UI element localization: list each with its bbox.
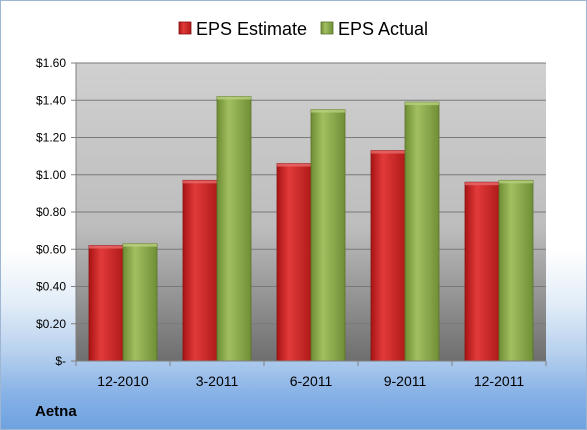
bar-eps-estimate-top bbox=[277, 163, 311, 167]
y-tick-label: $0.20 bbox=[36, 317, 66, 331]
bar-eps-estimate bbox=[182, 179, 218, 362]
bar-eps-estimate bbox=[464, 181, 500, 362]
bar-eps-actual-top bbox=[405, 102, 439, 106]
y-tick-label: $1.40 bbox=[36, 93, 66, 107]
bar-eps-actual-top bbox=[311, 109, 345, 113]
bar-eps-actual-top bbox=[123, 243, 157, 247]
bar-eps-estimate-top bbox=[183, 180, 217, 184]
bar-eps-actual bbox=[122, 243, 158, 362]
legend-swatch-estimate bbox=[178, 21, 192, 35]
bar-eps-actual bbox=[404, 101, 440, 362]
bar-eps-actual bbox=[498, 179, 534, 362]
bar-eps-estimate bbox=[88, 245, 124, 362]
y-tick-label: $1.00 bbox=[36, 168, 66, 182]
x-category-label: 12-2010 bbox=[97, 373, 149, 389]
legend-label-actual: EPS Actual bbox=[338, 19, 428, 39]
x-category-label: 6-2011 bbox=[290, 373, 333, 389]
bar-eps-actual bbox=[310, 109, 346, 362]
bar-eps-estimate-top bbox=[371, 150, 405, 154]
legend-label-estimate: EPS Estimate bbox=[196, 19, 307, 39]
y-tick-label: $- bbox=[55, 354, 66, 368]
x-category-label: 12-2011 bbox=[474, 373, 525, 389]
bar-eps-actual-top bbox=[217, 96, 251, 100]
y-tick-label: $0.40 bbox=[36, 280, 66, 294]
x-category-label: 9-2011 bbox=[384, 373, 427, 389]
bar-eps-estimate-top bbox=[465, 182, 499, 186]
legend-swatch-actual bbox=[320, 21, 334, 35]
company-label: Aetna bbox=[35, 403, 77, 420]
x-category-label: 3-2011 bbox=[196, 373, 239, 389]
y-tick-label: $0.60 bbox=[36, 242, 66, 256]
y-tick-label: $0.80 bbox=[36, 205, 66, 219]
bar-eps-estimate bbox=[276, 163, 312, 362]
bar-eps-actual bbox=[216, 96, 252, 362]
y-tick-label: $1.60 bbox=[36, 56, 66, 70]
bar-eps-actual-top bbox=[499, 180, 533, 184]
y-tick-label: $1.20 bbox=[36, 131, 66, 145]
bar-eps-estimate bbox=[370, 150, 406, 362]
bar-eps-estimate-top bbox=[89, 245, 123, 249]
